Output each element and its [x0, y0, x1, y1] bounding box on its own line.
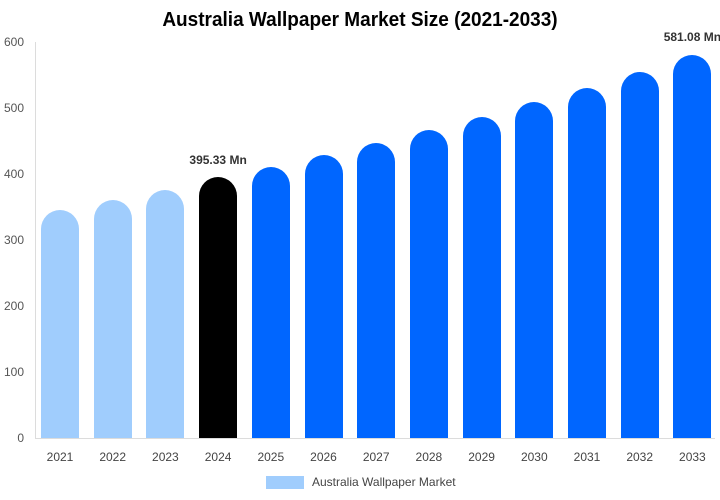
legend[interactable]: Australia Wallpaper Market	[266, 475, 456, 489]
x-tick-label: 2033	[679, 450, 706, 464]
y-tick-label: 500	[3, 101, 24, 115]
bar-2022[interactable]	[93, 200, 132, 438]
y-tick-label: 0	[17, 431, 24, 445]
y-axis-line	[35, 42, 36, 439]
x-tick-label: 2023	[152, 450, 179, 464]
y-tick-label: 100	[3, 365, 24, 379]
legend-label: Australia Wallpaper Market	[312, 475, 456, 489]
x-tick-label: 2024	[204, 450, 232, 464]
bar-2029[interactable]	[462, 117, 501, 438]
x-tick-label: 2021	[46, 450, 74, 464]
x-tick-label: 2022	[99, 450, 127, 464]
bar-2026[interactable]	[304, 154, 343, 438]
y-tick-label: 600	[3, 35, 24, 49]
x-tick-label: 2029	[468, 450, 495, 464]
bar-2023[interactable]	[146, 189, 185, 438]
bar-2030[interactable]	[515, 102, 554, 438]
x-tick-label: 2030	[520, 450, 548, 464]
y-tick-label: 400	[3, 167, 24, 181]
x-tick-label: 2027	[362, 450, 390, 464]
x-tick-label: 2032	[626, 450, 654, 464]
bar-2024[interactable]	[199, 177, 238, 438]
bar-2028[interactable]	[409, 129, 448, 438]
bar-2027[interactable]	[357, 142, 396, 438]
data-label-2024: 395.33 Mn	[189, 153, 247, 168]
bar-2021[interactable]	[41, 210, 79, 438]
chart-title: Australia Wallpaper Market Size (2021-20…	[162, 9, 558, 31]
bar-2032[interactable]	[620, 71, 659, 438]
y-tick-label: 200	[3, 299, 24, 313]
data-label-2033: 581.08 Mn	[663, 30, 720, 45]
x-tick-label: 2025	[257, 450, 285, 464]
y-tick-label: 300	[3, 233, 24, 247]
x-tick-label: 2031	[573, 450, 601, 464]
x-tick-label: 2026	[310, 450, 337, 464]
bar-2025[interactable]	[251, 166, 290, 438]
x-axis-line	[35, 438, 715, 439]
x-tick-label: 2028	[415, 450, 443, 464]
legend-swatch	[266, 475, 304, 489]
bar-2033[interactable]	[673, 54, 712, 438]
bar-2031[interactable]	[568, 88, 606, 438]
